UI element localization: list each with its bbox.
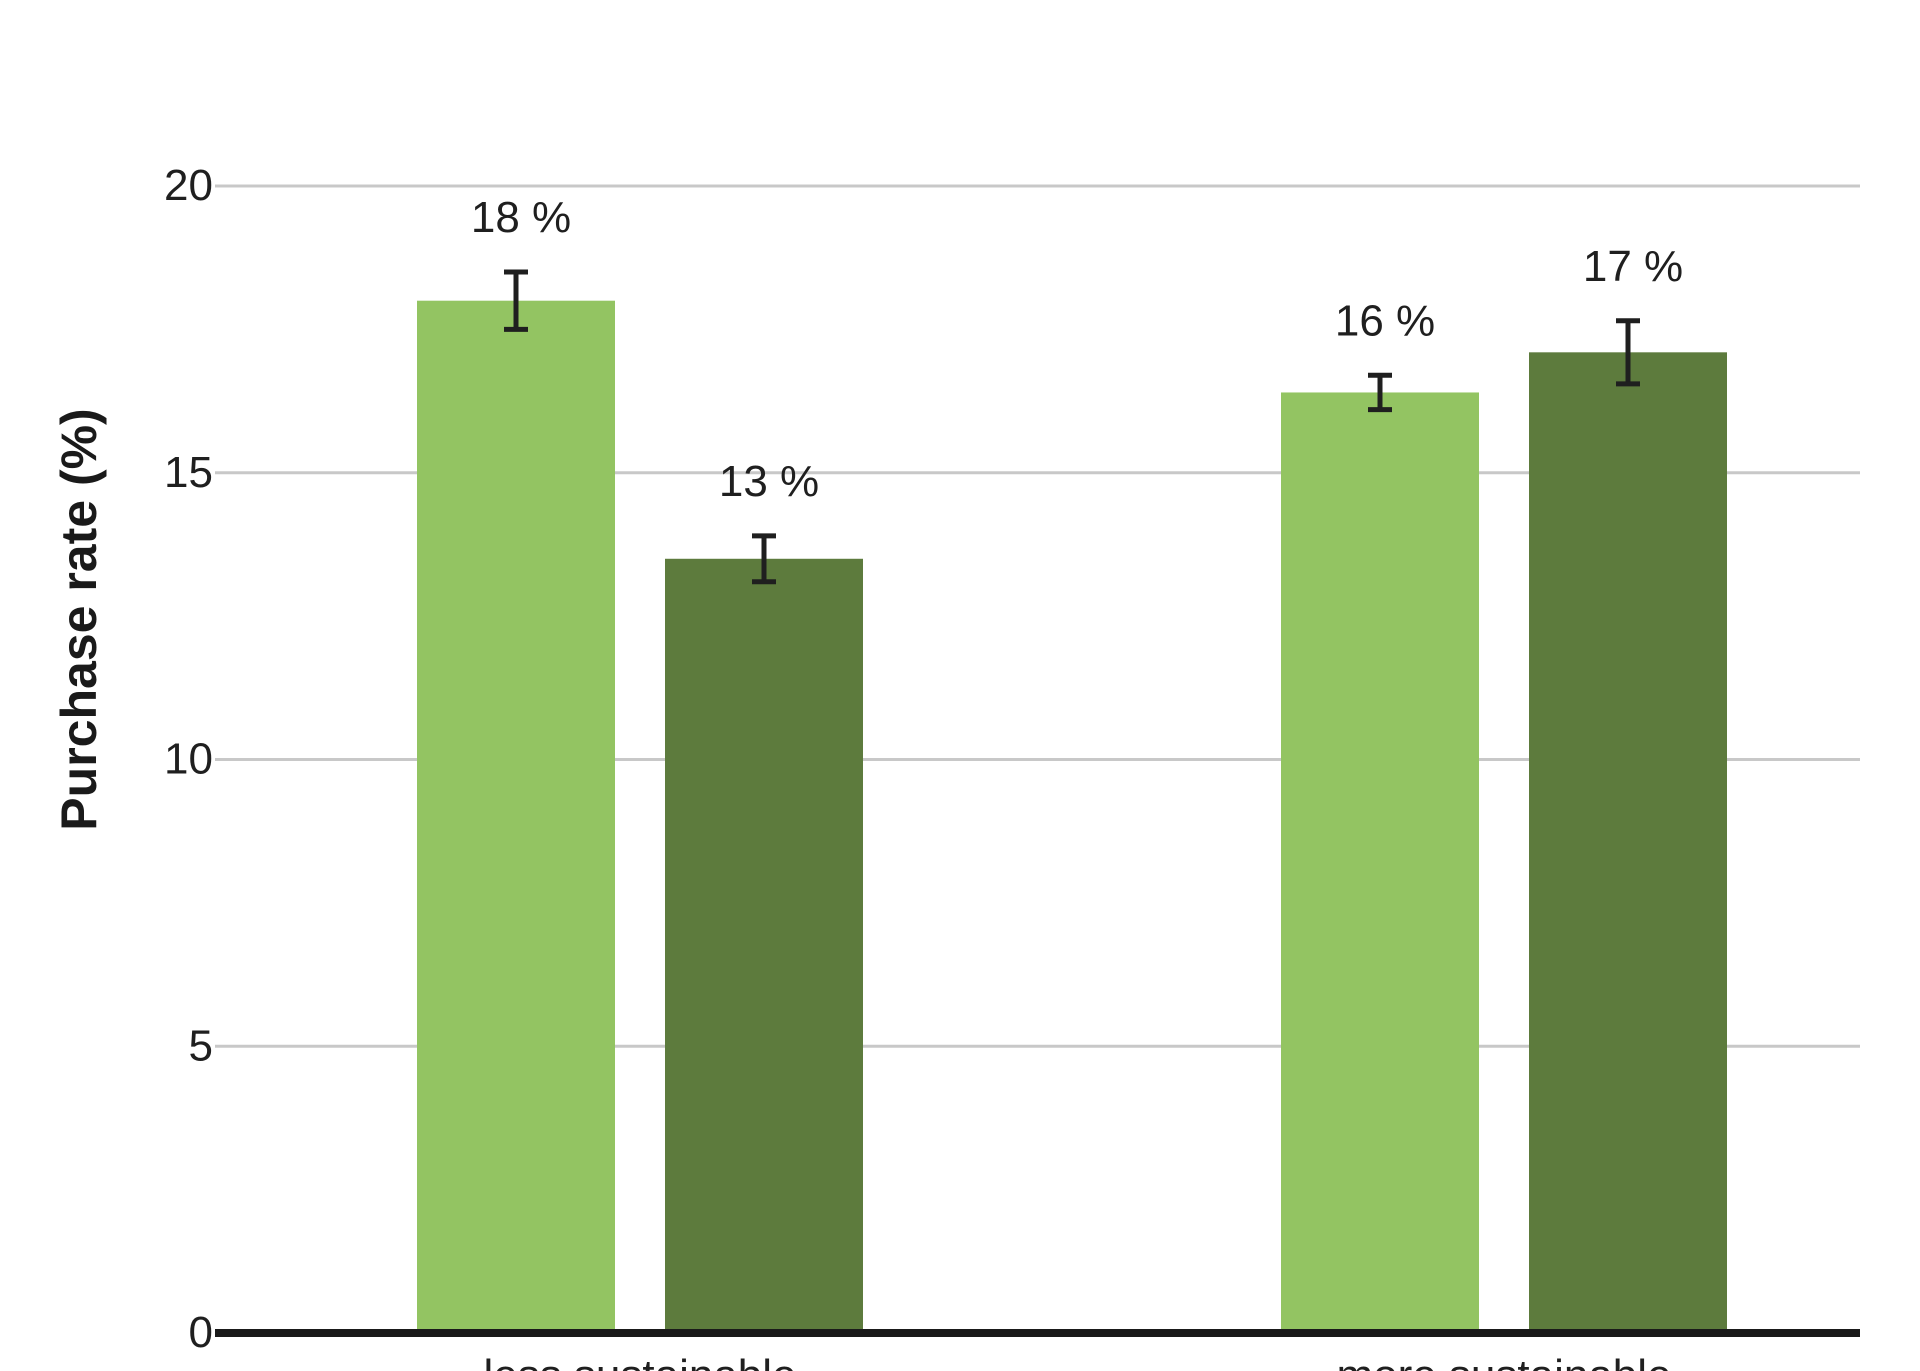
y-tick-label: 20	[164, 161, 213, 210]
category-label: more sustainable	[1336, 1351, 1671, 1371]
y-tick-label: 10	[164, 735, 213, 784]
data-label: 17 %	[1583, 242, 1683, 291]
category-labels: less sustainable more sustainable	[483, 1351, 1671, 1371]
data-label: 18 %	[471, 193, 571, 242]
bar-series2-cat1	[665, 558, 863, 1329]
error-bars	[504, 269, 1640, 585]
bars	[417, 300, 1727, 1330]
error-bar	[1368, 372, 1392, 413]
y-tick-label: 5	[189, 1021, 213, 1070]
category-label: less sustainable	[483, 1351, 796, 1371]
bar-series1-cat1	[417, 300, 615, 1330]
data-label: 13 %	[719, 457, 819, 506]
y-tick-label: 0	[189, 1308, 213, 1357]
y-tick-label: 15	[164, 448, 213, 497]
bar-series1-cat2	[1281, 392, 1479, 1330]
y-axis-title: Purchase rate (%)	[51, 408, 107, 830]
bar-series2-cat2	[1529, 352, 1727, 1329]
error-bar	[504, 269, 528, 332]
y-tick-labels: 0 5 10 15 20	[164, 161, 213, 1357]
error-bar	[752, 533, 776, 585]
error-bar	[1616, 318, 1640, 387]
data-labels: 18 % 16 % 13 % 17 %	[471, 193, 1683, 506]
data-label: 16 %	[1335, 296, 1435, 345]
